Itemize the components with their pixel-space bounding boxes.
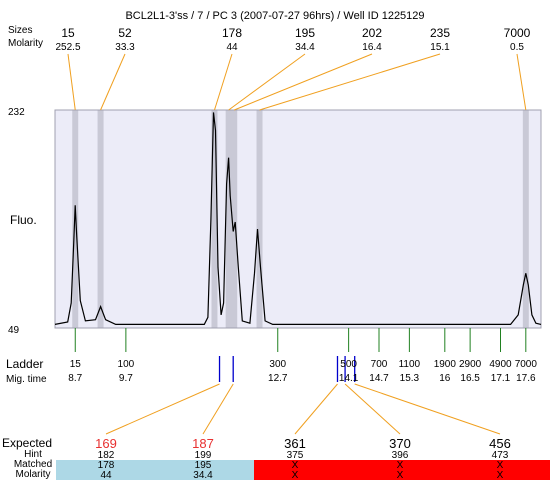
hint-label: Hint	[24, 449, 42, 460]
expected-connector	[105, 383, 220, 435]
expected-size-label: 187	[192, 436, 214, 451]
peak-band	[211, 110, 218, 328]
matched-band	[254, 460, 550, 480]
expected-size-label: 456	[489, 436, 511, 451]
peak-size-label: 202	[362, 26, 382, 40]
expected-size-label: 370	[389, 436, 411, 451]
matched-molarity-value: X	[397, 470, 404, 480]
peak-molarity-label: 15.1	[430, 42, 450, 53]
matched-band	[56, 460, 254, 480]
matched-value: X	[497, 460, 504, 471]
ladder-time-label: 17.6	[516, 373, 536, 384]
expected-label: Expected	[2, 436, 52, 450]
peak-connector	[100, 53, 126, 111]
text-layer: BCL2L1-3'ss / 7 / PC 3 (2007-07-27 96hrs…	[2, 10, 537, 480]
peak-band	[225, 110, 232, 328]
peak-size-label: 52	[118, 26, 132, 40]
peak-band	[97, 110, 104, 328]
ladder-size-label: 2900	[459, 359, 482, 370]
ladder-size-label: 700	[371, 359, 388, 370]
matched-label: Matched	[14, 459, 52, 470]
peak-size-label: 178	[222, 26, 242, 40]
matched-molarity-value: 44	[100, 470, 112, 480]
ladder-time-label: 8.7	[68, 373, 82, 384]
mig-time-label: Mig. time	[6, 374, 47, 385]
expected-connector	[354, 383, 501, 435]
peak-size-label: 15	[61, 26, 75, 40]
matched-value: 195	[195, 460, 212, 471]
ladder-size-label: 500	[340, 359, 357, 370]
molarity-label: Molarity	[8, 38, 43, 49]
ladder-size-label: 1100	[399, 359, 421, 370]
ladder-time-label: 15.3	[400, 373, 420, 384]
peak-molarity-label: 33.3	[115, 42, 135, 53]
fluorescence-trace	[54, 112, 542, 325]
ladder-time-label: 17.1	[491, 373, 511, 384]
ladder-time-label: 16.5	[460, 373, 480, 384]
peak-molarity-label: 252.5	[55, 42, 80, 53]
fluo-axis-label: Fluo.	[10, 213, 37, 227]
ladder-time-label: 12.7	[268, 373, 288, 384]
peak-band	[522, 110, 529, 328]
peak-connector	[234, 53, 373, 111]
hint-value: 182	[98, 450, 115, 461]
peak-molarity-label: 0.5	[510, 42, 524, 53]
peak-molarity-label: 44	[226, 42, 238, 53]
matched-molarity-value: X	[292, 470, 299, 480]
ladder-size-label: 100	[118, 359, 135, 370]
sizes-label: Sizes	[8, 25, 32, 36]
ladder-time-label: 16	[439, 373, 451, 384]
peak-connector	[228, 53, 306, 111]
hint-value: 396	[392, 450, 409, 461]
molarity-bottom-label: Molarity	[15, 469, 50, 480]
y-tick-max: 232	[8, 107, 25, 118]
peak-connector	[67, 53, 76, 111]
ladder-size-label: 1900	[434, 359, 457, 370]
expected-connector	[294, 383, 338, 435]
trace-layer	[54, 112, 542, 382]
matched-value: X	[397, 460, 404, 471]
ladder-size-label: 300	[269, 359, 286, 370]
ladder-time-label: 14.1	[339, 373, 359, 384]
expected-size-label: 361	[284, 436, 306, 451]
matched-molarity-value: 34.4	[193, 470, 213, 480]
expected-size-label: 169	[95, 436, 117, 451]
peak-size-label: 7000	[504, 26, 531, 40]
hint-value: 199	[195, 450, 212, 461]
y-tick-min: 49	[8, 325, 20, 336]
ladder-size-label: 4900	[489, 359, 512, 370]
peak-connector	[516, 53, 527, 111]
matched-value: X	[292, 460, 299, 471]
peak-band	[231, 110, 238, 328]
peak-molarity-label: 16.4	[362, 42, 382, 53]
expected-connector	[202, 383, 234, 435]
hint-value: 473	[492, 450, 509, 461]
chart-title: BCL2L1-3'ss / 7 / PC 3 (2007-07-27 96hrs…	[125, 10, 424, 22]
peak-size-label: 235	[430, 26, 450, 40]
peak-connector	[213, 53, 233, 111]
connector-layer	[67, 53, 527, 435]
ladder-time-label: 14.7	[369, 373, 389, 384]
ladder-time-label: 9.7	[119, 373, 133, 384]
ladder-size-label: 15	[70, 359, 82, 370]
matched-molarity-value: X	[497, 470, 504, 480]
plot-area	[55, 110, 541, 328]
peak-size-label: 195	[295, 26, 315, 40]
expected-connector	[344, 383, 401, 435]
background-layer	[54, 109, 550, 480]
ladder-label: Ladder	[6, 357, 43, 371]
peak-band	[256, 110, 263, 328]
plot-border	[54, 109, 542, 329]
hint-value: 375	[287, 450, 304, 461]
peak-molarity-label: 34.4	[295, 42, 315, 53]
peak-connector	[259, 53, 441, 111]
ladder-size-label: 7000	[515, 359, 538, 370]
matched-value: 178	[98, 460, 115, 471]
